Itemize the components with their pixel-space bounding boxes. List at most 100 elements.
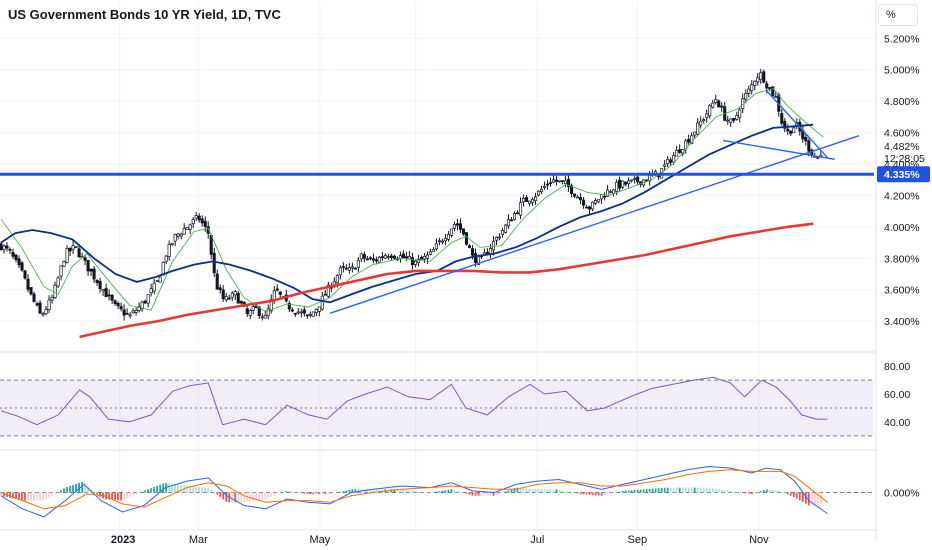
macd-tick-label: 0.000% (884, 488, 920, 500)
candle-body (131, 310, 135, 314)
price-tick-label: 4.200% (884, 190, 920, 202)
candle-body (14, 254, 18, 261)
macd-histogram-bar (813, 492, 816, 505)
candle-body (137, 306, 141, 311)
candle-body (744, 93, 748, 100)
candle-body (618, 179, 622, 189)
macd-histogram-bar (33, 492, 35, 501)
candle-body (386, 256, 390, 258)
macd-histogram-bar (150, 488, 153, 493)
macd-histogram-bar (267, 492, 270, 498)
macd-histogram-bar (792, 492, 795, 497)
candle-body (119, 306, 123, 310)
candle-body (188, 224, 192, 230)
candle-body (735, 114, 739, 120)
candle-body (446, 234, 450, 240)
time-axis: 2023 Mar May Jul Sep Nov (111, 534, 769, 546)
macd-histogram-bar (63, 488, 65, 493)
macd-histogram-bar (708, 487, 711, 493)
candle-body (215, 273, 219, 290)
macd-histogram-bar (636, 489, 639, 493)
candle-body (536, 190, 541, 196)
macd-histogram-bar (537, 489, 540, 493)
candle-body (636, 176, 640, 183)
candle-body (603, 195, 607, 198)
macd-histogram-bar (30, 492, 32, 501)
macd-histogram-bar (459, 491, 462, 493)
macd-histogram-bar (762, 490, 765, 493)
macd-histogram-bar (78, 482, 80, 493)
macd-histogram-bar (528, 488, 531, 493)
macd-histogram-bar (186, 486, 189, 493)
candle-body (506, 219, 511, 227)
candle-body (95, 279, 99, 284)
macd-histogram-bar (732, 491, 735, 493)
candle-body (296, 311, 300, 314)
candle-body (374, 259, 378, 262)
macd-histogram-bar (771, 490, 774, 493)
macd-histogram-bar (66, 487, 68, 493)
candle-body (158, 276, 162, 283)
candle-body (65, 248, 69, 263)
macd-histogram-bar (429, 492, 432, 493)
date-tick-label: Mar (189, 534, 208, 546)
candle-body (290, 309, 294, 312)
macd-histogram-bar (795, 492, 798, 499)
candle-body (353, 267, 357, 270)
macd-histogram-bar (252, 492, 255, 501)
macd-histogram-bar (501, 492, 504, 493)
candle-body (609, 191, 613, 193)
macd-histogram-bar (543, 489, 546, 493)
macd-histogram-bar (306, 492, 309, 494)
candle-body (816, 156, 820, 159)
macd-histogram-bar (51, 492, 53, 496)
macd-histogram-bar (525, 488, 528, 493)
macd-histogram-bar (309, 492, 312, 495)
candle-body (149, 288, 153, 294)
candle-body (371, 258, 375, 261)
macd-histogram-bar (576, 492, 579, 494)
unit-button[interactable]: % (878, 4, 918, 26)
macd-histogram-bar (39, 492, 41, 501)
macd-histogram-bar (624, 490, 627, 493)
candle-body (236, 293, 240, 304)
macd-histogram-bar (300, 492, 303, 494)
macd-histogram-bar (663, 487, 666, 493)
macd-histogram-bar (432, 491, 435, 493)
macd-histogram-bar (294, 492, 297, 493)
macd-histogram-bar (372, 489, 375, 493)
macd-histogram-bar (399, 489, 402, 493)
macd-histogram-bar (324, 492, 327, 495)
candle-body (672, 155, 676, 163)
candle-body (624, 181, 628, 185)
candle-body (771, 86, 775, 97)
rsi-tick-label: 60.00 (884, 389, 910, 401)
candle-body (197, 215, 201, 221)
macd-histogram-bar (201, 487, 204, 493)
macd-histogram-bar (12, 492, 14, 499)
macd-histogram-bar (144, 490, 147, 493)
candle-body (350, 266, 354, 269)
macd-histogram-bar (531, 488, 534, 493)
candle-body (606, 189, 610, 197)
candle-body (458, 223, 463, 230)
macd-histogram-bar (234, 492, 237, 503)
macd-histogram-bar (594, 492, 597, 496)
macd-histogram-bar (765, 489, 768, 493)
macd-histogram-bar (759, 491, 762, 493)
candle-body (32, 293, 36, 302)
macd-histogram-bar (444, 490, 447, 493)
macd-histogram-bar (342, 491, 345, 493)
candle-body (59, 265, 63, 277)
trendline (723, 139, 835, 160)
macd-histogram-bar (819, 492, 822, 505)
macd-histogram-bar (81, 481, 83, 493)
macd-histogram-bar (735, 491, 738, 493)
macd-histogram-bar (345, 490, 348, 493)
candle-body (503, 224, 508, 233)
macd-histogram-bar (783, 492, 786, 493)
candle-body (696, 122, 700, 135)
macd-histogram-bar (699, 487, 702, 493)
macd-histogram-bar (75, 483, 77, 493)
